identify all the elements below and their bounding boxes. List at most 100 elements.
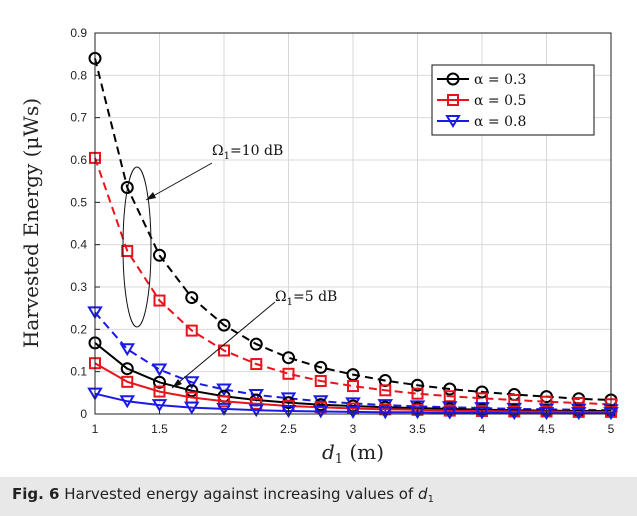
y-tick-label-0: 0 xyxy=(80,407,87,421)
series-5-point-5 xyxy=(248,404,265,418)
caption-text: Harvested energy against increasing valu… xyxy=(59,485,419,503)
x-tick-label-2: 2 xyxy=(221,422,228,436)
series-0-point-12 xyxy=(475,385,489,399)
series-1-point-3 xyxy=(185,324,198,337)
series-1-point-5 xyxy=(250,358,263,371)
x-tick-label-6: 4 xyxy=(479,422,486,436)
tick-layer: 1 1.5 2 2.5 3 3.5 4 4.5 5 0 0.1 0.2 0.3 0.4 0.5 0.6 0.7 0… xyxy=(70,26,614,436)
series-3-point-2 xyxy=(153,375,166,389)
legend-label-1: α = 0.5 xyxy=(474,93,526,109)
series-1-point-7 xyxy=(314,374,327,387)
series-5-point-6 xyxy=(280,405,297,418)
y-tick-label-2: 0.2 xyxy=(70,322,87,336)
series-5-point-7 xyxy=(312,405,329,419)
series-0-point-1 xyxy=(120,181,134,195)
series-4-point-1 xyxy=(121,375,134,388)
x-tick-label-3: 2.5 xyxy=(280,422,297,436)
y-tick-label-9: 0.9 xyxy=(70,26,87,40)
legend-marker-2 xyxy=(445,115,461,128)
legend-label-2: α = 0.8 xyxy=(474,114,526,130)
x-tick-label-4: 3 xyxy=(350,422,357,436)
series-line-2 xyxy=(94,311,612,412)
series-0-point-4 xyxy=(217,318,231,332)
x-tick-label-0: 1 xyxy=(92,422,99,436)
series-5-point-2 xyxy=(151,399,168,413)
y-tick-label-1: 0.1 xyxy=(70,365,87,379)
legend-marker-1 xyxy=(447,94,459,106)
series-1-point-6 xyxy=(282,367,295,380)
series-5-point-3 xyxy=(183,401,200,415)
caption-variable-subscript: 1 xyxy=(427,494,434,505)
series-4-point-4 xyxy=(218,395,230,408)
annotation-arrowhead-5db xyxy=(172,379,182,388)
series-2-point-1 xyxy=(119,343,136,357)
series-3-point-1 xyxy=(120,362,134,376)
legend-entry-0: α = 0.3 xyxy=(437,72,526,88)
x-tick-label-5: 3.5 xyxy=(409,422,426,436)
grid xyxy=(94,32,612,415)
series-1-point-8 xyxy=(347,380,359,393)
series-2-point-2 xyxy=(151,363,168,377)
series-5-point-12 xyxy=(474,406,490,420)
series-0-point-7 xyxy=(314,360,328,374)
series-0-point-11 xyxy=(443,382,457,396)
series-5-point-14 xyxy=(538,407,555,421)
annotation-10db: Ω1=10 dB xyxy=(122,143,283,328)
series-4-point-5 xyxy=(250,397,263,410)
series-1-point-11 xyxy=(443,390,456,403)
legend-entry-1: α = 0.5 xyxy=(437,93,526,109)
series-5-point-10 xyxy=(409,406,426,420)
annotation-arrowhead-10db xyxy=(146,192,156,200)
annotation-5db: Ω1=5 dB xyxy=(171,289,337,389)
series-1-point-4 xyxy=(218,344,230,357)
legend: α = 0.3 α = 0.5 α = 0.8 xyxy=(431,64,595,136)
line-chart: 1 1.5 2 2.5 3 3.5 4 4.5 5 0 0.1 0.2 0.3 0.4 0.5 0.6 0.7 0… xyxy=(19,26,619,467)
series-0-point-3 xyxy=(185,291,199,305)
series-1-point-2 xyxy=(153,294,166,307)
caption-label: Fig. 6 xyxy=(12,485,60,503)
x-tick-label-1: 1.5 xyxy=(151,422,168,436)
series-0-point-10 xyxy=(411,378,424,392)
x-axis-label: d1 (m) xyxy=(322,440,384,467)
series-0-point-5 xyxy=(249,337,263,351)
y-tick-label-3: 0.3 xyxy=(70,280,87,294)
series-line-0 xyxy=(94,58,612,401)
y-tick-label-7: 0.7 xyxy=(70,111,87,125)
series-5-point-9 xyxy=(377,406,394,420)
legend-entry-2: α = 0.8 xyxy=(437,114,526,130)
y-tick-label-8: 0.8 xyxy=(70,68,87,82)
series-line-4 xyxy=(94,362,611,413)
caption-variable: d xyxy=(418,485,428,503)
series-5-point-8 xyxy=(345,405,361,419)
series-layer xyxy=(87,51,619,421)
legend-marker-0 xyxy=(446,72,460,86)
series-5-point-1 xyxy=(119,395,136,409)
series-3-point-3 xyxy=(185,384,199,398)
x-tick-label-8: 5 xyxy=(608,422,615,436)
legend-label-0: α = 0.3 xyxy=(474,72,526,88)
series-4-point-2 xyxy=(153,385,166,398)
figure-caption: Fig. 6 Harvested energy against increasi… xyxy=(0,477,637,516)
series-2-point-4 xyxy=(216,383,232,397)
x-tick-label-7: 4.5 xyxy=(538,422,555,436)
series-1-point-9 xyxy=(379,384,392,397)
series-5-point-13 xyxy=(506,407,523,421)
y-tick-label-5: 0.5 xyxy=(70,195,87,209)
annotation-ellipse xyxy=(122,166,152,328)
series-line-1 xyxy=(94,157,612,406)
series-5-point-15 xyxy=(570,407,587,421)
y-tick-label-4: 0.4 xyxy=(70,238,87,252)
annotation-label-10db: Ω1=10 dB xyxy=(212,143,283,162)
series-2-point-3 xyxy=(183,376,200,390)
y-axis-label: Harvested Energy (μWs) xyxy=(19,98,43,348)
series-0-point-6 xyxy=(282,351,295,365)
series-5-point-11 xyxy=(441,406,458,420)
annotation-arrow-10db xyxy=(145,162,213,201)
series-1-point-10 xyxy=(411,387,424,400)
annotation-label-5db: Ω1=5 dB xyxy=(275,289,337,308)
series-0-point-2 xyxy=(153,248,166,262)
y-tick-label-6: 0.6 xyxy=(70,153,87,167)
series-5-point-4 xyxy=(216,402,232,416)
annotation-arrow-5db xyxy=(171,301,276,389)
